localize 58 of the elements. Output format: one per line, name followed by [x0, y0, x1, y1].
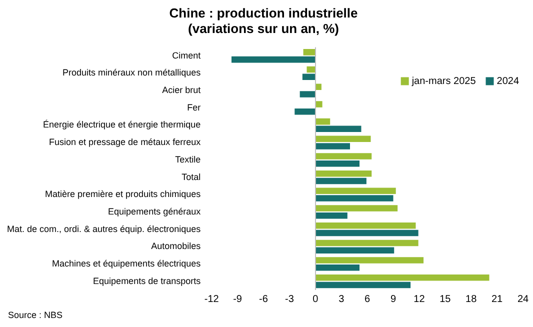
- bar: [303, 49, 316, 56]
- bar: [300, 91, 316, 98]
- bar: [315, 143, 350, 150]
- x-tick-label: 0: [312, 294, 319, 305]
- x-tick-label: 9: [390, 294, 396, 305]
- y-tick-label: Machines et équipements électriques: [52, 258, 202, 268]
- x-tick-label: -12: [204, 294, 220, 305]
- y-tick-label: Mat. de com., ordi. & autres équip. électroniques: [6, 224, 202, 234]
- x-tick-label: 3: [338, 294, 345, 305]
- x-tick-label: 15: [440, 294, 452, 305]
- legend-label: jan-mars 2025: [410, 76, 476, 87]
- y-tick-label: Énergie électrique et énergie thermique: [42, 120, 201, 130]
- bar: [315, 264, 360, 271]
- bar: [315, 274, 490, 281]
- x-tick-label: 24: [517, 294, 529, 305]
- bar: [294, 108, 316, 115]
- bar: [315, 195, 394, 202]
- x-tick-label: -9: [233, 294, 242, 305]
- bar: [315, 230, 418, 236]
- y-tick-label: Textile: [175, 154, 201, 164]
- y-tick-label: Acier brut: [162, 85, 202, 96]
- bar: [315, 126, 362, 132]
- bar: [315, 282, 411, 288]
- bar: [302, 74, 316, 80]
- bar: [315, 160, 360, 167]
- bar: [315, 205, 398, 212]
- bar: [315, 247, 394, 254]
- bar: [315, 118, 330, 125]
- bar: [315, 240, 418, 246]
- y-tick-label: Matière première et produits chimiques: [45, 189, 202, 200]
- chart-title: Chine : production industrielle (variations sur un an, %): [169, 5, 358, 36]
- x-tick-label: -6: [259, 294, 268, 305]
- bar: [315, 222, 416, 229]
- y-tick-label: Produits minéraux non métalliques: [62, 68, 202, 78]
- y-tick-label: Fer: [187, 102, 201, 112]
- y-tick-label: Equipements de transports: [93, 276, 202, 286]
- y-tick-label: Automobiles: [151, 241, 202, 252]
- y-tick-label: Fusion et pressage de métaux ferreux: [49, 137, 202, 148]
- x-tick-label: 12: [414, 294, 426, 305]
- bar: [315, 170, 372, 177]
- y-tick-label: Equipements généraux: [108, 206, 202, 216]
- y-tick-label: Ciment: [172, 50, 202, 60]
- y-tick-label: Total: [182, 172, 201, 182]
- bar: [315, 212, 348, 219]
- bar: [315, 84, 322, 90]
- x-tick-label: 21: [491, 294, 504, 305]
- bar: [315, 136, 371, 142]
- legend-label: 2024: [496, 76, 520, 87]
- bar: [315, 101, 322, 108]
- source-note: Source : NBS: [8, 310, 63, 320]
- x-tick-label: 18: [466, 294, 478, 305]
- bar: [315, 188, 396, 194]
- bar: [315, 153, 372, 160]
- bar: [231, 56, 316, 63]
- x-tick-label: -3: [285, 294, 294, 305]
- bar: [315, 257, 424, 264]
- x-tick-label: 6: [364, 294, 371, 305]
- bar: [315, 178, 366, 184]
